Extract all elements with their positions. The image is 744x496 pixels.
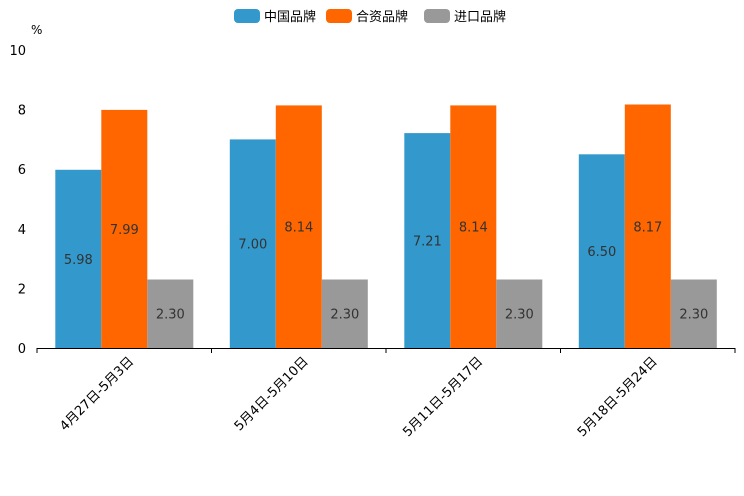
bar (450, 105, 497, 349)
legend-label: 合资品牌 (356, 9, 408, 25)
data-label: 6.50 (587, 245, 616, 260)
data-label: 8.14 (459, 221, 488, 236)
data-label: 2.30 (679, 308, 708, 323)
legend-item[interactable]: 合资品牌 (326, 9, 408, 25)
legend-label: 进口品牌 (454, 9, 506, 25)
y-tick-label: 2 (18, 282, 26, 297)
x-tick-label: 5月4日-5月10日 (232, 354, 312, 434)
data-labels: 5.98 7.00 7.21 6.50 7.99 8.14 8.14 8.17 2.30 2.30… (64, 220, 708, 322)
bar (404, 133, 451, 348)
data-label: 5.98 (64, 253, 93, 268)
data-label: 2.30 (505, 308, 534, 323)
y-tick-label: 10 (9, 44, 26, 59)
data-label: 7.21 (413, 235, 442, 250)
bar (229, 139, 276, 348)
bar (147, 279, 194, 348)
bar (101, 109, 148, 349)
legend-item[interactable]: 中国品牌 (234, 9, 316, 25)
bars (55, 104, 717, 349)
bar (275, 105, 322, 349)
chart-legend: 中国品牌 合资品牌 进口品牌 (234, 9, 506, 25)
bar (321, 279, 368, 348)
data-label: 8.14 (284, 221, 313, 236)
x-tick-label: 5月11日-5月17日 (400, 354, 486, 440)
legend-item[interactable]: 进口品牌 (424, 9, 506, 25)
bar (670, 279, 717, 348)
y-tick-label: 6 (18, 163, 26, 178)
data-label: 7.99 (110, 223, 139, 238)
bar (496, 279, 543, 348)
data-label: 7.00 (238, 238, 267, 253)
y-axis-unit-label: % (31, 23, 42, 37)
y-tick-label: 0 (18, 342, 26, 357)
bar (55, 169, 102, 348)
bar (624, 104, 671, 348)
legend-swatch (234, 9, 260, 23)
x-axis: 4月27日-5月3日 5月4日-5月10日 5月11日-5月17日 5月18日-5月2… (36, 348, 736, 440)
data-label: 8.17 (633, 220, 662, 235)
x-tick-label: 5月18日-5月24日 (575, 354, 661, 440)
legend-swatch (424, 9, 450, 23)
x-tick-label: 4月27日-5月3日 (57, 354, 137, 434)
y-tick-label: 8 (18, 104, 26, 119)
y-tick-label: 4 (18, 223, 26, 238)
bar (578, 154, 625, 348)
y-axis: 0 2 4 6 8 10 (9, 44, 26, 357)
legend-swatch (326, 9, 352, 23)
legend-label: 中国品牌 (264, 9, 316, 25)
data-label: 2.30 (156, 308, 185, 323)
data-label: 2.30 (330, 308, 359, 323)
